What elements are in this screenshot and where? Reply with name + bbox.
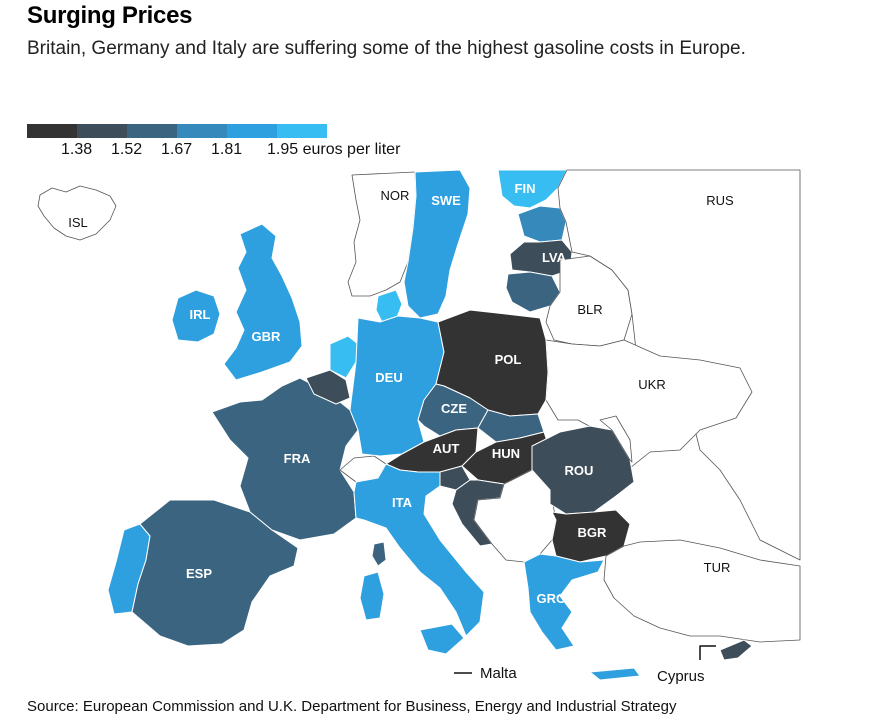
- label-ukr: UKR: [638, 377, 665, 392]
- region-cyp[interactable]: [719, 639, 753, 661]
- legend-swatch-3: [127, 124, 177, 138]
- label-fin: FIN: [515, 181, 536, 196]
- label-blr: BLR: [577, 302, 602, 317]
- region-ukr[interactable]: [545, 339, 753, 469]
- label-tur: TUR: [704, 560, 731, 575]
- region-rou[interactable]: [531, 425, 635, 515]
- label-irl: IRL: [190, 307, 211, 322]
- label-gbr: GBR: [252, 329, 282, 344]
- region-irl[interactable]: [171, 289, 221, 343]
- region-swe[interactable]: [403, 169, 471, 319]
- label-lva: LVA: [542, 250, 567, 265]
- label-cze: CZE: [441, 401, 467, 416]
- region-ita-sardinia[interactable]: [359, 571, 385, 621]
- region-fra[interactable]: [211, 377, 359, 541]
- legend-tick-3: 1.67: [161, 141, 193, 158]
- region-ita[interactable]: [353, 463, 485, 637]
- legend-tick-2: 1.52: [111, 141, 143, 158]
- label-cyprus: Cyprus: [657, 668, 705, 685]
- europe-map: ISL NOR SWE FIN RUS LVA BLR IRL GBR POL …: [37, 169, 801, 685]
- region-gbr[interactable]: [223, 223, 303, 381]
- region-ita-sicily[interactable]: [419, 623, 465, 655]
- label-grc: GRC: [537, 591, 567, 606]
- label-rou: ROU: [565, 463, 594, 478]
- label-deu: DEU: [375, 370, 402, 385]
- region-nld[interactable]: [329, 335, 359, 379]
- legend-tick-1: 1.38: [61, 141, 93, 158]
- label-hun: HUN: [492, 446, 520, 461]
- region-tur[interactable]: [603, 539, 801, 643]
- cyprus-inset-frame: [699, 645, 716, 660]
- region-isl[interactable]: [37, 185, 117, 241]
- region-grc-crete[interactable]: [589, 667, 641, 681]
- region-grc[interactable]: [523, 553, 605, 651]
- label-esp: ESP: [186, 566, 212, 581]
- legend-swatch-1: [27, 124, 77, 138]
- label-fra: FRA: [284, 451, 311, 466]
- legend-swatch-5: [227, 124, 277, 138]
- region-mda[interactable]: [599, 415, 633, 463]
- legend-swatch-6: [277, 124, 327, 138]
- label-nor: NOR: [381, 188, 410, 203]
- region-est[interactable]: [517, 205, 567, 243]
- label-aut: AUT: [433, 441, 460, 456]
- label-rus: RUS: [706, 193, 734, 208]
- label-isl: ISL: [68, 215, 88, 230]
- label-malta: Malta: [480, 665, 517, 682]
- chart-subtitle: Britain, Germany and Italy are suffering…: [27, 38, 746, 59]
- legend-swatch-2: [77, 124, 127, 138]
- region-fra-corsica[interactable]: [371, 541, 387, 567]
- source-note: Source: European Commission and U.K. Dep…: [27, 698, 677, 715]
- label-swe: SWE: [431, 193, 461, 208]
- legend-swatch-4: [177, 124, 227, 138]
- region-deu[interactable]: [349, 315, 445, 457]
- legend-tick-5: 1.95 euros per liter: [267, 141, 401, 158]
- label-bgr: BGR: [578, 525, 608, 540]
- label-ita: ITA: [392, 495, 413, 510]
- region-esp[interactable]: [131, 499, 299, 647]
- chart-title: Surging Prices: [27, 2, 193, 29]
- label-pol: POL: [495, 352, 522, 367]
- legend-tick-4: 1.81: [211, 141, 243, 158]
